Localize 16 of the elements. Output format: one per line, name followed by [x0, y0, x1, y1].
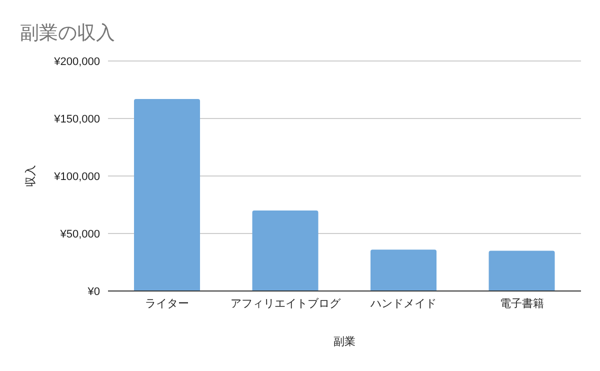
y-axis-title: 収入: [24, 165, 37, 187]
y-tick-label: ¥150,000: [53, 113, 100, 126]
y-tick-label: ¥0: [86, 286, 100, 298]
x-tick-label: 電子書籍: [500, 296, 544, 310]
chart-title: 副業の収入: [20, 22, 115, 46]
y-tick-label: ¥50,000: [59, 228, 100, 240]
bar: [370, 250, 437, 291]
y-tick-label: ¥200,000: [53, 56, 100, 68]
bar: [134, 98, 200, 291]
x-tick-label: ライター: [145, 298, 190, 310]
bar: [488, 250, 555, 291]
x-axis-title: 副業: [334, 336, 356, 348]
x-tick-label: ハンドメイド: [370, 298, 437, 310]
bar: [252, 210, 318, 291]
y-tick-label: ¥100,000: [53, 170, 100, 183]
x-tick-label: アフィリエイトブログ: [230, 296, 342, 310]
